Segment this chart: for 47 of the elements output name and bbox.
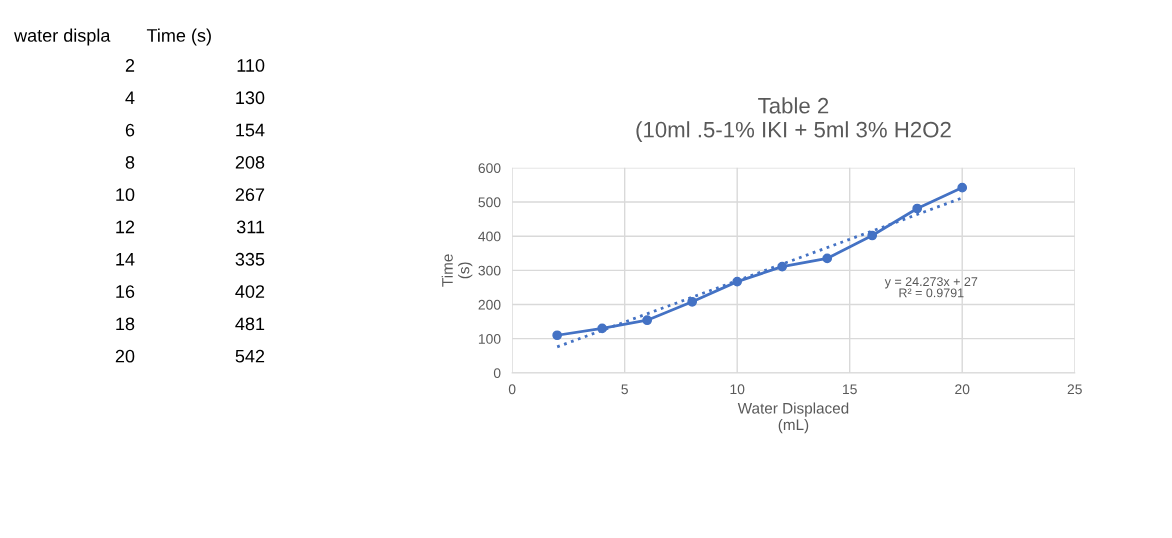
text: 130 [236, 91, 265, 105]
y-tick-label: 600 [478, 163, 501, 174]
text: 154 [236, 123, 265, 137]
x-tick-label: 5 [621, 384, 628, 395]
text: 16 [116, 285, 135, 298]
annotation: y = 24.273x + 27 [884, 277, 978, 289]
point [912, 203, 923, 214]
text: 4 [125, 91, 135, 104]
text: 20 [115, 349, 135, 363]
point [642, 315, 653, 326]
x-tick-label: 15 [843, 384, 857, 395]
y-tick-label: 500 [478, 197, 501, 208]
x-tick-label: 20 [955, 384, 970, 395]
text: 208 [235, 155, 265, 169]
point [867, 230, 878, 241]
x-axis-title: Water Displaced (mL) [737, 402, 849, 434]
x-tick-label: 25 [1067, 384, 1082, 395]
point [687, 296, 698, 307]
point [552, 330, 563, 341]
chart-title: Table 2 (10ml .5-1% IKI + 5ml 3% H2O2 [636, 97, 951, 142]
text: 6 [125, 123, 135, 137]
text: 110 [237, 59, 265, 72]
text: 8 [125, 155, 135, 169]
text: 14 [116, 253, 135, 266]
y-tick-label: 0 [493, 368, 501, 378]
text: 402 [235, 285, 265, 298]
x-tick-label: 10 [730, 384, 745, 395]
text: 2 [125, 59, 135, 72]
y-tick-label: 400 [478, 231, 501, 242]
text: 18 [116, 317, 135, 331]
point [957, 182, 968, 193]
point [822, 253, 833, 264]
text: 335 [235, 252, 265, 266]
y-tick-label: 100 [478, 334, 501, 344]
text: 10 [116, 188, 135, 202]
y-tick-label: 300 [478, 265, 501, 276]
text: 542 [235, 349, 265, 363]
y-axis-title: Time (s) [441, 254, 473, 287]
y-tick-label: 200 [478, 299, 501, 310]
text: 311 [236, 220, 265, 234]
text: Time (s) [146, 28, 211, 46]
text: 267 [235, 188, 265, 202]
x-tick-label: 0 [508, 384, 516, 395]
text: 481 [235, 317, 265, 331]
text: water displa [14, 28, 111, 46]
annotation: R² = 0.9791 [899, 288, 964, 298]
text: 12 [116, 220, 135, 234]
